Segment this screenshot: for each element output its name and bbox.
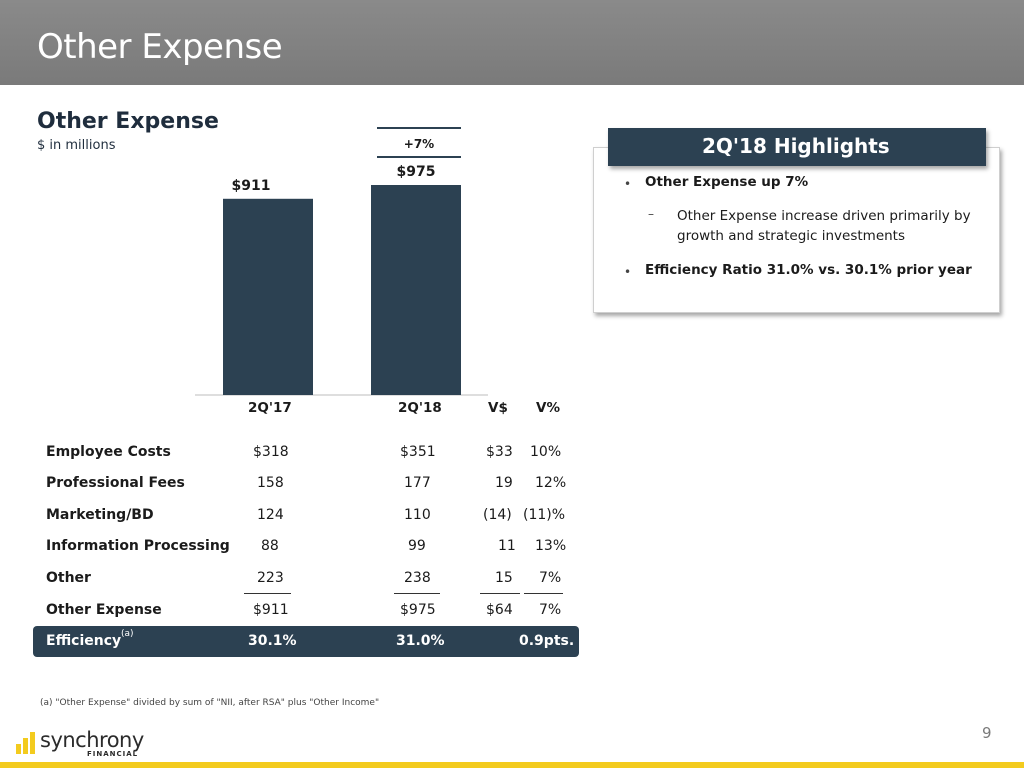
column-header: V$ [488,400,508,416]
bar-chart: $911 $975 +7% [195,127,488,396]
cell-2q17: 223 [257,570,284,586]
bar-0 [223,198,313,395]
cell-2q18: $975 [400,602,436,618]
cell-2q17: 158 [257,475,284,491]
subtotal-rule [524,593,563,594]
bar-1 [371,185,461,395]
logo-subtitle: FINANCIAL [87,750,139,758]
efficiency-change: 0.9pts. [519,633,575,649]
subtotal-rule [480,593,520,594]
bullet-icon: • [624,265,632,279]
cell-2q17: 124 [257,507,284,523]
cell-vpercent: (11)% [523,507,566,523]
chart-title: Other Expense [37,109,219,134]
row-label: Other Expense [46,602,162,618]
highlights-box [593,147,1000,313]
dash-icon: – [648,207,654,221]
highlight-subitem-line1: Other Expense increase driven primarily … [677,208,971,224]
cell-vpercent: 7% [539,602,562,618]
cell-2q18: 177 [404,475,431,491]
cell-vdollar: 19 [495,475,513,491]
highlight-item: Efficiency Ratio 31.0% vs. 30.1% prior y… [645,262,972,278]
efficiency-2q17: 30.1% [248,633,297,649]
row-label: Marketing/BD [46,507,154,523]
cell-2q17: $318 [253,444,289,460]
highlights-title: 2Q'18 Highlights [608,128,986,166]
data-label-1: $975 [397,164,436,180]
cell-vdollar: $33 [486,444,513,460]
table-row: Employee Costs $318 $351 $33 10% [33,440,583,466]
logo-wordmark: synchrony [40,728,144,752]
data-label-0: $911 [232,178,271,194]
footnote-marker: (a) [121,629,134,639]
efficiency-row: Efficiency (a) 30.1% 31.0% 0.9pts. [33,626,579,657]
cell-2q17: 88 [261,538,279,554]
row-label: Other [46,570,91,586]
bullet-icon: • [624,177,632,191]
highlight-item: Other Expense up 7% [645,174,809,190]
header-bar: Other Expense [0,0,1024,85]
column-header: 2Q'18 [398,400,442,416]
efficiency-label: Efficiency [46,633,122,649]
subtotal-rule [244,593,291,594]
row-label: Information Processing [46,538,230,554]
bottom-accent-bar [0,762,1024,768]
table-row: Information Processing 88 99 11 13% [33,534,583,560]
page-title: Other Expense [37,27,283,67]
table-row: Other 223 238 15 7% [33,566,583,592]
highlight-subitem-line2: growth and strategic investments [677,228,906,244]
cell-2q18: $351 [400,444,436,460]
table-row: Professional Fees 158 177 19 12% [33,471,583,497]
subtotal-rule [394,593,440,594]
change-label: +7% [404,137,434,151]
table-row-total: Other Expense $911 $975 $64 7% [33,598,583,624]
synchrony-logo-icon [16,732,35,754]
cell-vdollar: (14) [483,507,512,523]
cell-2q18: 238 [404,570,431,586]
cell-2q18: 110 [404,507,431,523]
page-number: 9 [982,724,992,742]
cell-vpercent: 12% [535,475,567,491]
cell-vpercent: 13% [535,538,567,554]
efficiency-2q18: 31.0% [396,633,445,649]
cell-vdollar: $64 [486,602,513,618]
chart-subtitle: $ in millions [37,138,116,153]
cell-2q18: 99 [408,538,426,554]
cell-vdollar: 15 [495,570,513,586]
column-header: 2Q'17 [248,400,292,416]
column-header: V% [536,400,560,416]
cell-2q17: $911 [253,602,289,618]
cell-vdollar: 11 [498,538,516,554]
row-label: Professional Fees [46,475,185,491]
cell-vpercent: 10% [530,444,562,460]
cell-vpercent: 7% [539,570,562,586]
footnote: (a) "Other Expense" divided by sum of "N… [40,698,380,708]
table-row: Marketing/BD 124 110 (14) (11)% [33,503,583,529]
row-label: Employee Costs [46,444,171,460]
